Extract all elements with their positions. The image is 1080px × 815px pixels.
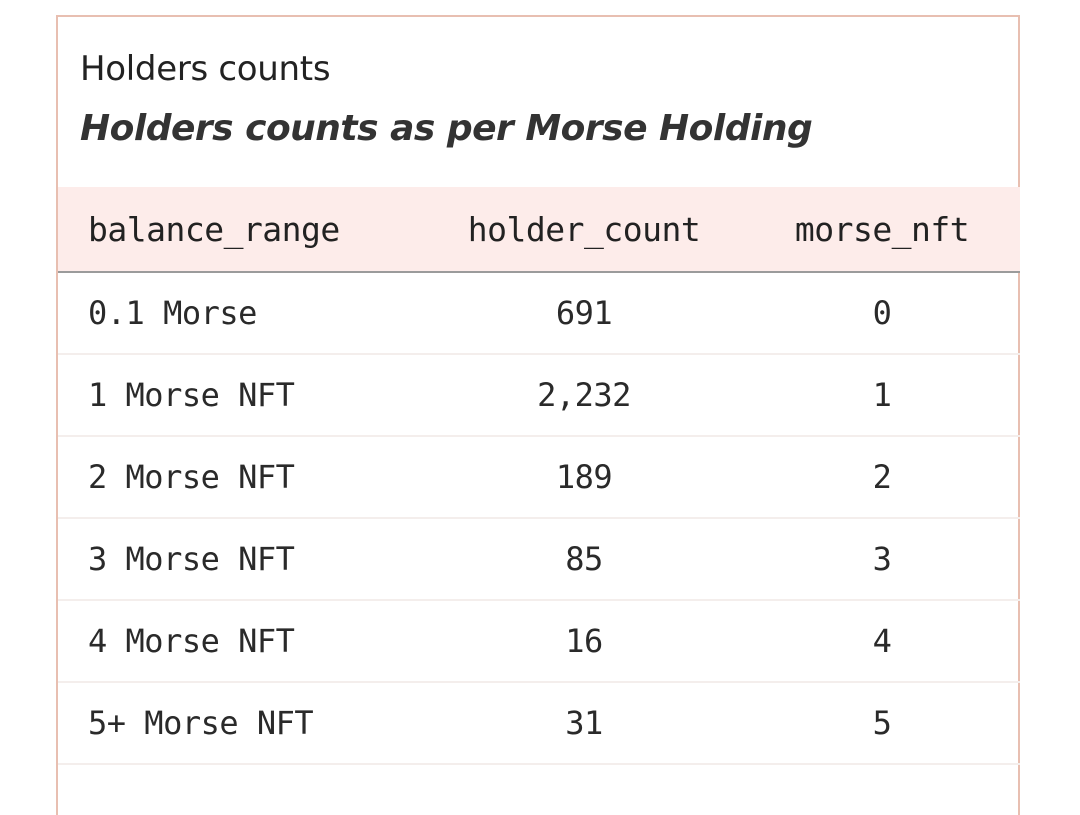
cell-morse-nft: 3	[744, 518, 1020, 601]
cell-balance-range: 0.1 Morse	[58, 272, 424, 355]
table-row: 5+ Morse NFT 31 5	[58, 682, 1020, 765]
cell-balance-range: 2 Morse NFT	[58, 436, 424, 519]
cell-holder-count: 691	[424, 272, 744, 355]
card-subtitle: Holders counts as per Morse Holding	[80, 108, 813, 149]
cell-holder-count: 31	[424, 682, 744, 765]
column-header-balance-range[interactable]: balance_range	[58, 187, 424, 273]
table-row: 1 Morse NFT 2,232 1	[58, 354, 1020, 437]
cell-morse-nft: 4	[744, 600, 1020, 683]
table-header-row: balance_range holder_count morse_nft	[58, 187, 1020, 273]
table-row: 2 Morse NFT 189 2	[58, 436, 1020, 519]
cell-balance-range: 5+ Morse NFT	[58, 682, 424, 765]
table-row: 0.1 Morse 691 0	[58, 272, 1020, 355]
cell-balance-range: 4 Morse NFT	[58, 600, 424, 683]
cell-morse-nft: 2	[744, 436, 1020, 519]
cell-holder-count: 189	[424, 436, 744, 519]
cell-morse-nft: 1	[744, 354, 1020, 437]
column-header-morse-nft[interactable]: morse_nft	[744, 187, 1020, 273]
holders-table: balance_range holder_count morse_nft 0.1…	[58, 187, 1020, 765]
cell-holder-count: 2,232	[424, 354, 744, 437]
holders-counts-card: Holders counts Holders counts as per Mor…	[56, 15, 1020, 815]
cell-holder-count: 16	[424, 600, 744, 683]
cell-balance-range: 3 Morse NFT	[58, 518, 424, 601]
table-row: 3 Morse NFT 85 3	[58, 518, 1020, 601]
cell-morse-nft: 0	[744, 272, 1020, 355]
cell-holder-count: 85	[424, 518, 744, 601]
cell-morse-nft: 5	[744, 682, 1020, 765]
cell-balance-range: 1 Morse NFT	[58, 354, 424, 437]
table-row: 4 Morse NFT 16 4	[58, 600, 1020, 683]
card-title: Holders counts	[80, 49, 331, 89]
column-header-holder-count[interactable]: holder_count	[424, 187, 744, 273]
